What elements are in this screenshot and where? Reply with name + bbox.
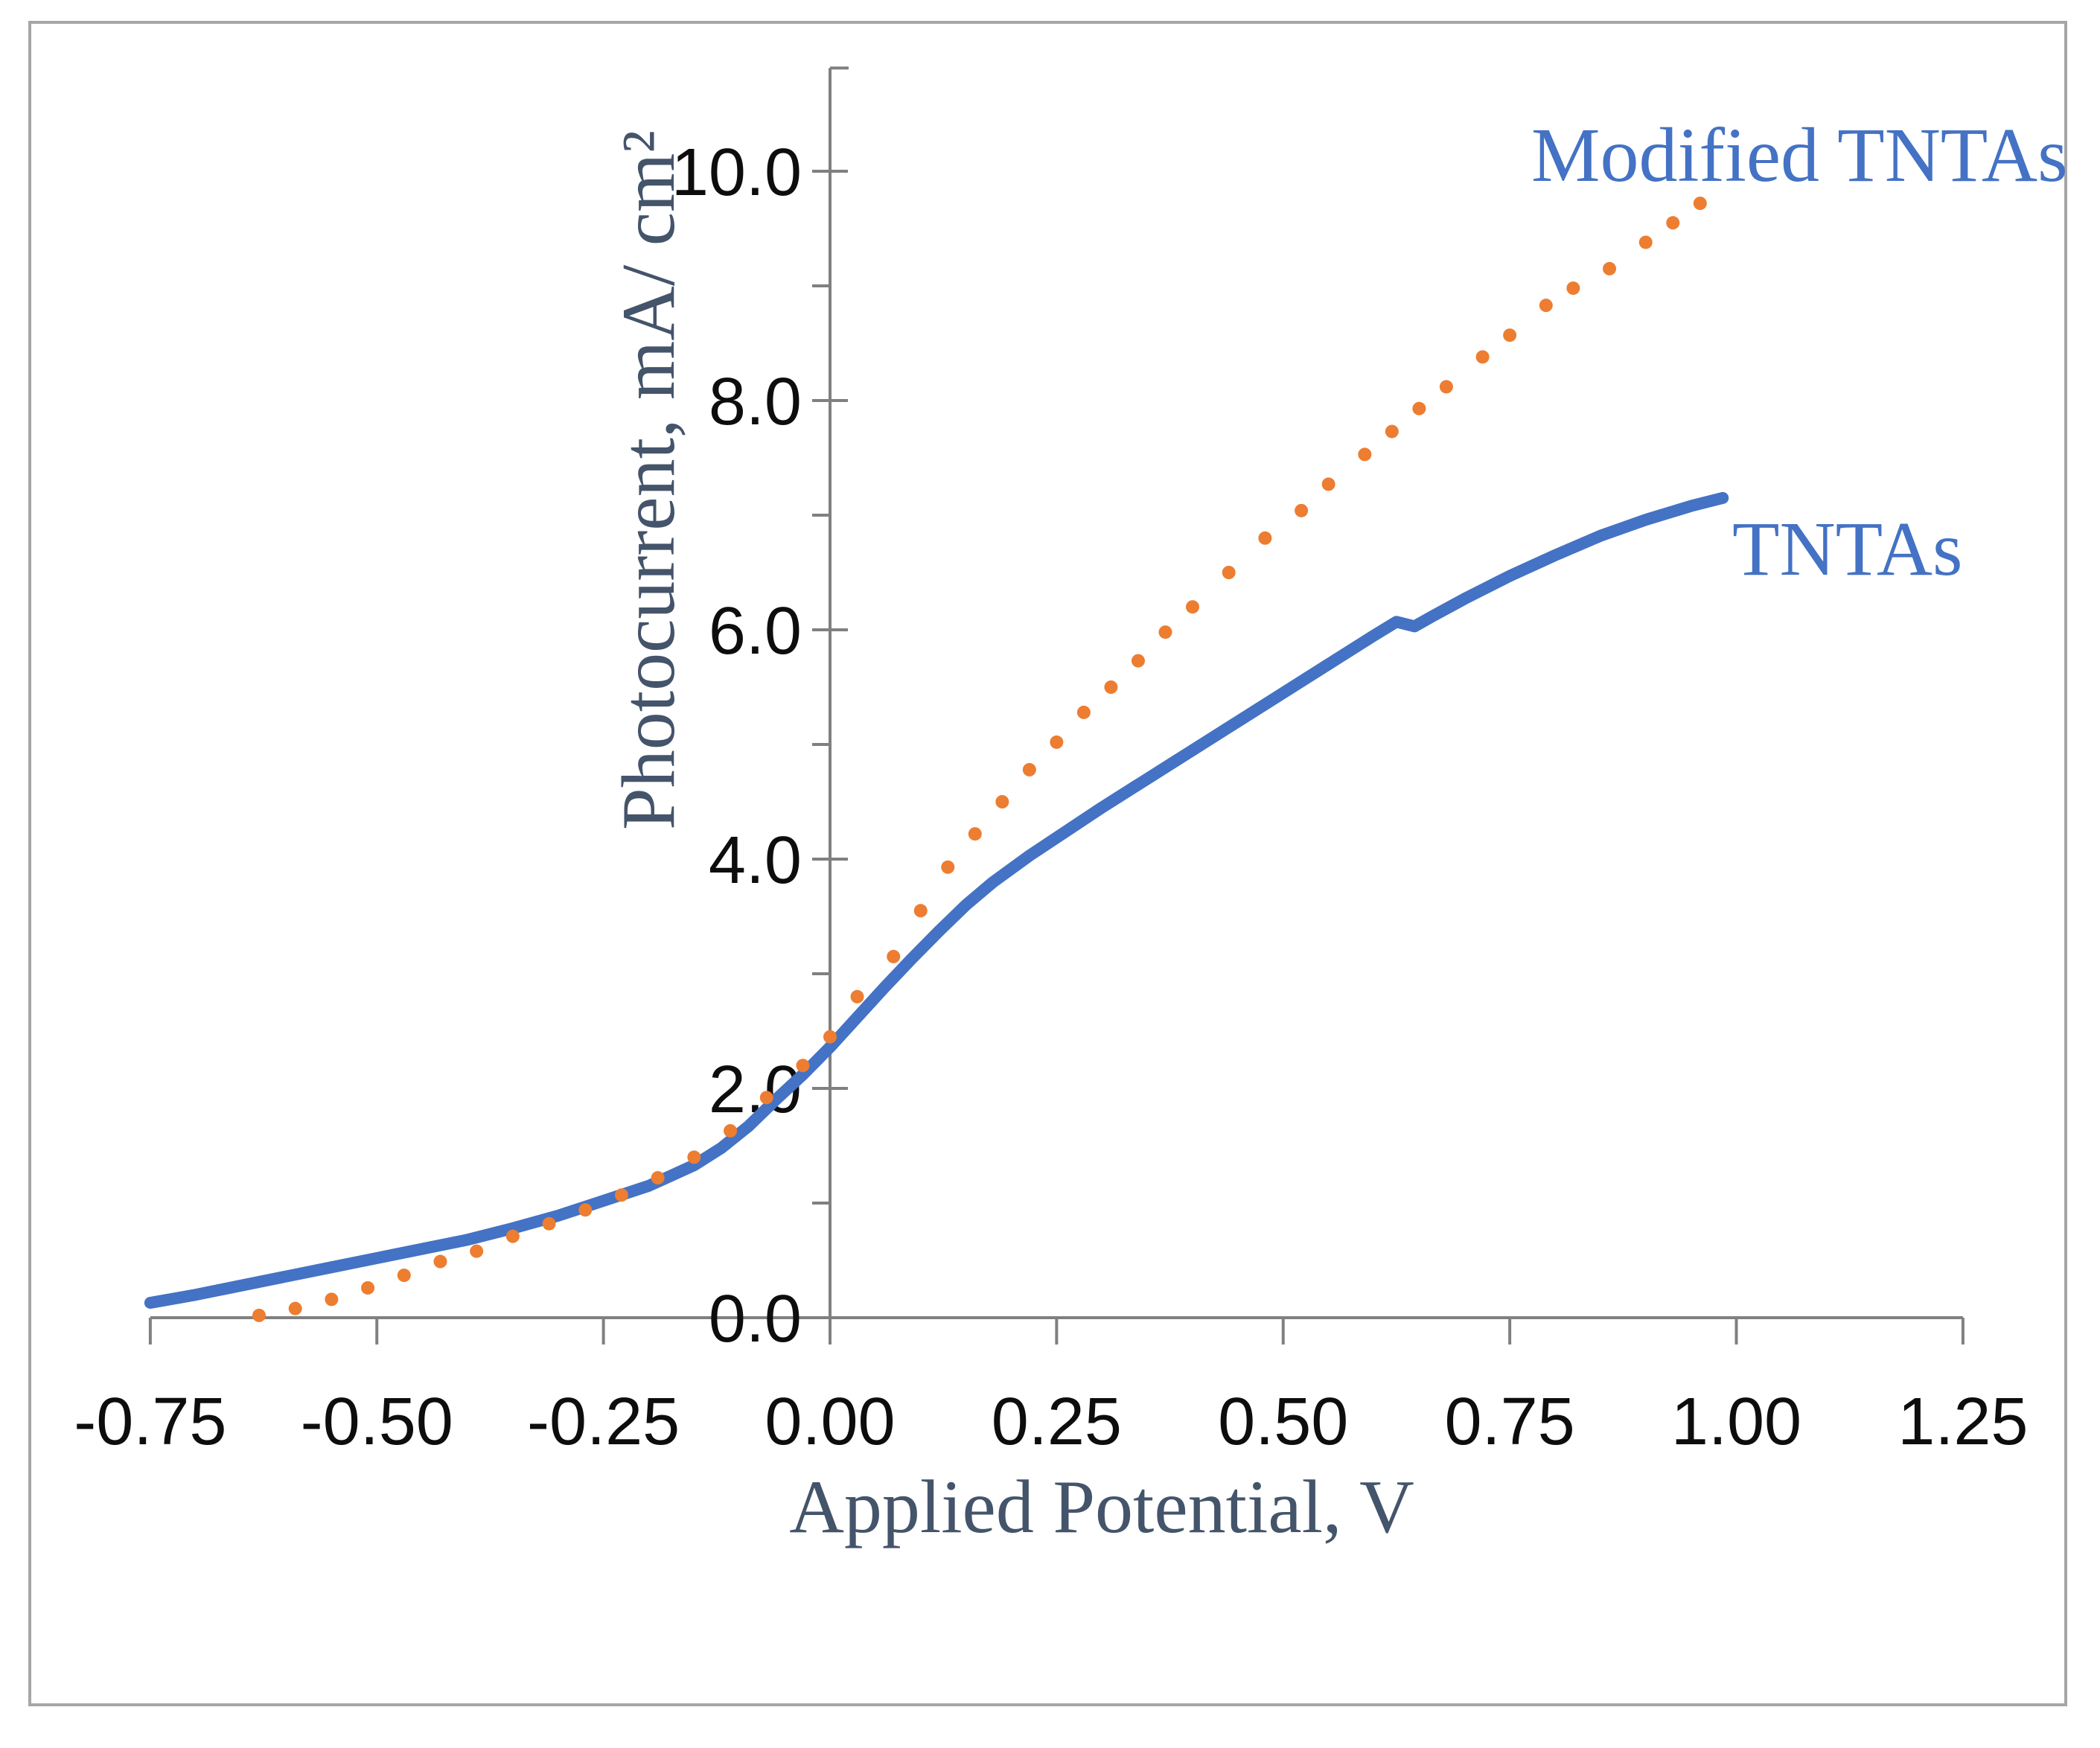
data-point-dot xyxy=(1050,735,1064,749)
data-point-dot xyxy=(325,1292,339,1307)
data-point-dot xyxy=(1022,762,1036,776)
data-point-dot xyxy=(1158,625,1172,639)
x-tick-label: -0.50 xyxy=(301,1385,453,1459)
data-point-dot xyxy=(1475,350,1490,364)
data-point-dot xyxy=(995,795,1009,808)
data-point-dot xyxy=(1693,197,1707,211)
axes-layer: -0.75 -0.50 -0.25 0.00 0.25 0.50 0.75 1.00 1.25 0… xyxy=(74,66,2028,1459)
data-point-dot xyxy=(397,1269,411,1283)
data-point-dot xyxy=(850,989,864,1004)
y-tick-label: 4.0 xyxy=(709,823,802,898)
data-point-dot xyxy=(433,1254,447,1269)
x-tick-label: 0.75 xyxy=(1445,1385,1575,1459)
x-tick-label: 0.00 xyxy=(765,1385,895,1459)
data-point-dot xyxy=(913,904,928,918)
x-tick-label: 0.50 xyxy=(1218,1385,1348,1459)
y-tick-label: 6.0 xyxy=(709,594,802,669)
data-point-dot xyxy=(687,1150,701,1164)
series-tntas-line xyxy=(144,491,1729,1309)
y-tick-label: 10.0 xyxy=(671,135,802,210)
data-point-dot xyxy=(1539,299,1553,313)
data-point-dot xyxy=(1503,328,1517,342)
data-point-dot xyxy=(1412,401,1426,415)
data-point-dot xyxy=(823,1030,837,1044)
series-modified-tntas-dots xyxy=(252,197,1707,1322)
data-point-dot xyxy=(1666,216,1680,230)
data-point-dot xyxy=(252,1308,266,1322)
data-point-dot xyxy=(968,827,982,841)
data-point-dot xyxy=(1258,531,1272,545)
data-point-dot xyxy=(470,1244,484,1258)
x-tick-label: -0.25 xyxy=(527,1385,680,1459)
x-tick-label: -0.75 xyxy=(74,1385,226,1459)
figure-border xyxy=(28,21,2067,1706)
data-point-dot xyxy=(651,1171,665,1185)
data-point-dot xyxy=(1104,680,1118,694)
data-point-dot xyxy=(361,1280,375,1295)
data-point-dot xyxy=(505,1229,520,1243)
x-tick-label: 1.00 xyxy=(1671,1385,1801,1459)
data-point-dot xyxy=(1358,447,1372,462)
data-point-dot xyxy=(1186,600,1199,614)
data-point-dot xyxy=(887,949,901,963)
data-point-dot xyxy=(614,1188,628,1202)
data-point-dot xyxy=(1131,654,1145,668)
series-label-tntas: TNTAs xyxy=(1732,506,1962,592)
data-point-dot xyxy=(1439,380,1453,394)
y-axis-title: Photocurrent, mA/ cm² xyxy=(607,130,691,830)
y-tick-label: 0.0 xyxy=(709,1282,802,1356)
data-point-dot xyxy=(288,1301,302,1315)
data-point-dot xyxy=(941,860,955,874)
data-point-dot xyxy=(542,1216,556,1231)
y-tick-label: 8.0 xyxy=(709,365,802,439)
data-point-dot xyxy=(1076,705,1091,719)
data-point-dot xyxy=(759,1091,773,1105)
data-point-dot xyxy=(1222,566,1236,579)
data-point-dot xyxy=(1603,261,1617,275)
data-point-dot xyxy=(578,1203,593,1217)
x-axis-title: Applied Potential, V xyxy=(789,1465,1414,1549)
data-point-dot xyxy=(1566,281,1580,296)
data-point-dot xyxy=(1321,477,1335,491)
data-point-dot xyxy=(1295,503,1309,517)
x-tick-label: 1.25 xyxy=(1898,1385,2028,1459)
series-layer xyxy=(144,197,1729,1322)
x-tick-label: 0.25 xyxy=(992,1385,1122,1459)
series-label-modified-tntas: Modified TNTAs xyxy=(1531,112,2068,198)
data-point-dot xyxy=(1638,235,1653,249)
data-point-dot xyxy=(1385,424,1399,438)
data-point-dot xyxy=(796,1059,810,1073)
data-point-dot xyxy=(724,1123,738,1138)
